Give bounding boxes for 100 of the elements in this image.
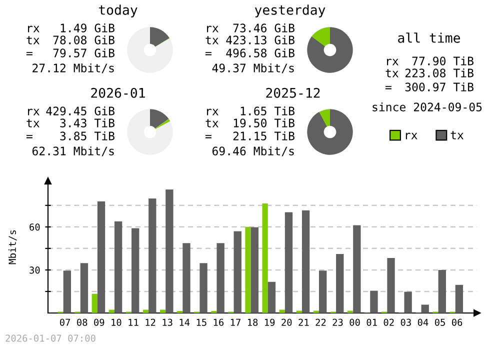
text: tx — [206, 119, 218, 128]
text: 2026-01-07 07:00 — [6, 334, 96, 342]
bar — [250, 227, 258, 313]
x-tick-label: 05 — [434, 318, 445, 326]
text: rx — [28, 108, 40, 116]
x-tick-label: 02 — [384, 318, 394, 326]
x-tick-label: 19 — [265, 318, 275, 326]
chart-title: 2025-12 — [266, 88, 320, 98]
text: 300.97 TiB — [405, 82, 474, 92]
donut-slice — [307, 27, 353, 73]
chart-title: today — [98, 4, 138, 18]
bar — [404, 292, 412, 313]
x-tick-label: 09 — [94, 318, 104, 326]
bar — [245, 226, 251, 313]
text: since 2024-09-05 — [372, 102, 482, 112]
text: 69.46 Mbit/s — [212, 146, 294, 156]
x-tick-label: 12 — [146, 318, 156, 326]
text: rx — [207, 26, 218, 32]
legend-label: rx — [406, 132, 418, 140]
x-tick-label: 20 — [282, 318, 292, 326]
bar — [108, 310, 114, 313]
text: 496.58 GiB — [226, 48, 294, 58]
bar — [148, 198, 156, 313]
donut-slice — [127, 109, 173, 155]
donut-slice — [319, 109, 330, 127]
text: tx — [26, 119, 40, 128]
text: = — [205, 134, 212, 138]
bar — [97, 201, 106, 313]
x-tick-label: 11 — [128, 318, 138, 326]
bar — [200, 263, 208, 313]
x-tick-label: 03 — [400, 318, 411, 326]
text: 423.13 GiB — [226, 35, 294, 44]
text: tx — [26, 36, 40, 44]
text: 223.08 TiB — [405, 68, 474, 78]
text: = — [26, 134, 32, 138]
text: 79.57 GiB — [53, 48, 114, 58]
bar — [284, 212, 293, 313]
chart-title: yesterday — [254, 4, 326, 18]
text: 19.50 TiB — [234, 118, 294, 128]
text: 3.85 TiB — [60, 131, 114, 140]
text: 429.45 GiB — [46, 106, 114, 116]
x-tick-label: 17 — [230, 318, 240, 326]
donut-slice — [307, 109, 353, 155]
bar — [262, 203, 268, 313]
bar — [268, 282, 276, 313]
text: tx — [206, 36, 218, 44]
text: = — [385, 86, 392, 90]
bar — [160, 310, 166, 313]
bar — [216, 243, 224, 313]
bar — [182, 243, 190, 313]
y-tick-label: 60 — [30, 224, 40, 231]
bar — [234, 231, 242, 313]
text: 49.37 Mbit/s — [212, 63, 294, 74]
bar — [302, 210, 310, 313]
x-tick-label: 16 — [214, 318, 224, 326]
donut-slice — [150, 27, 170, 47]
legend-label: tx — [450, 131, 464, 140]
x-tick-label: 21 — [298, 318, 309, 326]
bar — [80, 263, 88, 313]
x-tick-label: 07 — [60, 318, 70, 326]
donut-slice — [127, 27, 173, 73]
x-tick-label: 06 — [452, 318, 462, 326]
text: 73.46 GiB — [233, 23, 294, 32]
x-tick-label: 18 — [248, 318, 258, 326]
bar — [142, 310, 149, 313]
text: 62.31 Mbit/s — [32, 146, 114, 156]
bar — [63, 270, 72, 313]
bar — [114, 221, 122, 313]
text: rx — [28, 26, 40, 32]
x-tick-label: 04 — [418, 318, 428, 326]
text: 78.08 GiB — [53, 35, 114, 44]
text: = — [205, 52, 212, 56]
donut-slice — [312, 27, 330, 46]
text: tx — [386, 69, 398, 78]
text: = — [26, 52, 32, 56]
text: 21.15 TiB — [233, 131, 294, 140]
bar — [92, 294, 98, 313]
x-tick-label: 08 — [77, 318, 88, 326]
bar — [370, 290, 378, 313]
x-tick-label: 00 — [350, 318, 360, 326]
text: 1.65 TiB — [240, 106, 294, 116]
y-axis-title: Mbit/s — [8, 230, 17, 264]
text: rx — [207, 108, 218, 116]
text: all time — [398, 32, 460, 43]
y-tick-label: 30 — [30, 266, 40, 274]
text: 3.43 TiB — [60, 118, 114, 128]
x-tick-label: 15 — [196, 318, 206, 326]
x-tick-label: 13 — [162, 318, 172, 326]
x-tick-label: 01 — [366, 318, 377, 326]
bar — [132, 228, 140, 313]
x-tick-label: 22 — [316, 318, 326, 326]
text: rx — [387, 58, 398, 66]
bar — [387, 258, 395, 313]
chart-title: 2026-01 — [91, 88, 145, 98]
donut-slice — [155, 38, 170, 47]
bar — [319, 270, 327, 313]
x-tick-label: 23 — [332, 318, 343, 326]
x-tick-label: 14 — [180, 318, 190, 326]
bar — [166, 189, 174, 313]
bar — [455, 284, 464, 313]
